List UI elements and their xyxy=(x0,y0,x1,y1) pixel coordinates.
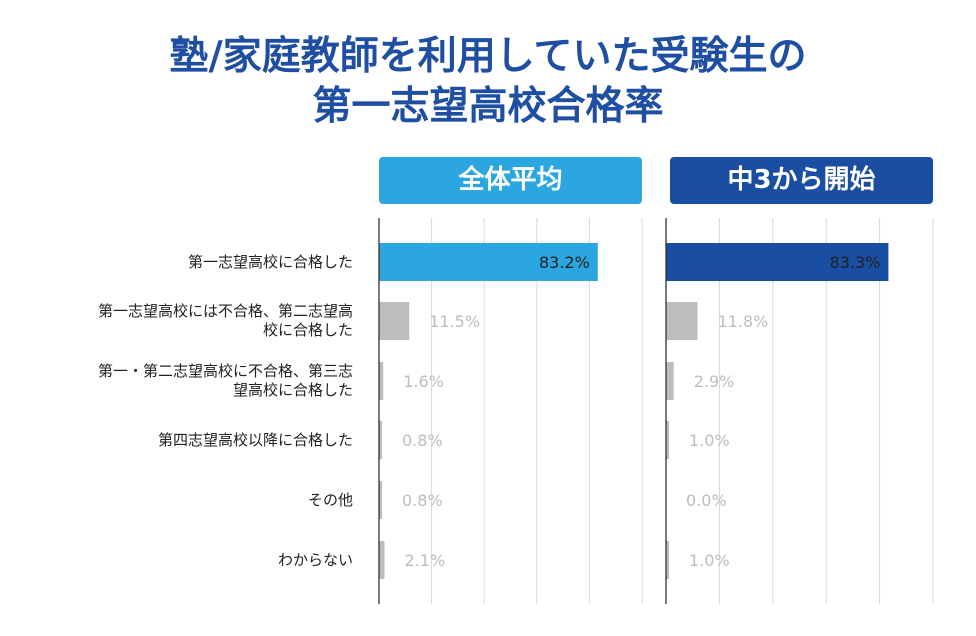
bar-g3-1 xyxy=(666,302,698,340)
category-label: 第一志望高校には不合格、第二志望高 校に合格した xyxy=(98,302,353,340)
value-label-all-2: 1.6% xyxy=(403,372,444,391)
category-label-line: その他 xyxy=(307,490,353,509)
value-label-all-5: 2.1% xyxy=(405,551,446,570)
value-label-all-4: 0.8% xyxy=(402,491,443,510)
category-label: その他 xyxy=(308,491,353,510)
category-label: 第一志望高校に合格した xyxy=(188,253,353,272)
bar-all-2 xyxy=(379,362,384,400)
value-label-g3-3: 1.0% xyxy=(689,431,730,450)
category-label-line: 望高校に合格した xyxy=(232,381,353,399)
bar-all-0 xyxy=(379,243,598,281)
bar-g3-0 xyxy=(666,243,889,281)
category-label: 第一・第二志望高校に不合格、第三志 望高校に合格した xyxy=(98,362,353,400)
bar-all-4 xyxy=(379,481,382,519)
bar-all-5 xyxy=(379,541,385,579)
panel-header-all-average: 全体平均 xyxy=(379,157,642,204)
value-label-all-0: 83.2% xyxy=(539,253,590,272)
chart-title-line-2: 第一志望高校合格率 xyxy=(312,84,664,129)
category-label-line: 第四志望高校以降に合格した xyxy=(157,430,353,449)
bar-g3-5 xyxy=(666,541,669,579)
bar-all-1 xyxy=(379,302,410,340)
category-label-line: わからない xyxy=(277,550,353,569)
value-label-all-1: 11.5% xyxy=(429,312,480,331)
category-label-line: 第一・第二志望高校に不合格、第三志 xyxy=(97,362,353,380)
panel-header-grade3-start: 中3から開始 xyxy=(670,157,933,204)
value-label-g3-0: 83.3% xyxy=(830,253,881,272)
category-label-line: 校に合格した xyxy=(262,321,353,339)
bar-g3-2 xyxy=(666,362,674,400)
category-label-line: 第一志望高校に合格した xyxy=(187,252,353,271)
value-label-g3-2: 2.9% xyxy=(694,372,735,391)
value-label-g3-4: 0.0% xyxy=(686,491,727,510)
value-label-g3-5: 1.0% xyxy=(689,551,730,570)
chart-title-line-1: 塾/家庭教師を利用していた受験生の xyxy=(169,34,807,79)
value-label-g3-1: 11.8% xyxy=(718,312,769,331)
category-label: わからない xyxy=(278,551,353,570)
category-label-line: 第一志望高校には不合格、第二志望高 xyxy=(97,302,353,320)
bar-g3-3 xyxy=(666,421,669,459)
value-label-all-3: 0.8% xyxy=(402,431,443,450)
bar-all-3 xyxy=(379,421,382,459)
category-label: 第四志望高校以降に合格した xyxy=(158,431,353,450)
